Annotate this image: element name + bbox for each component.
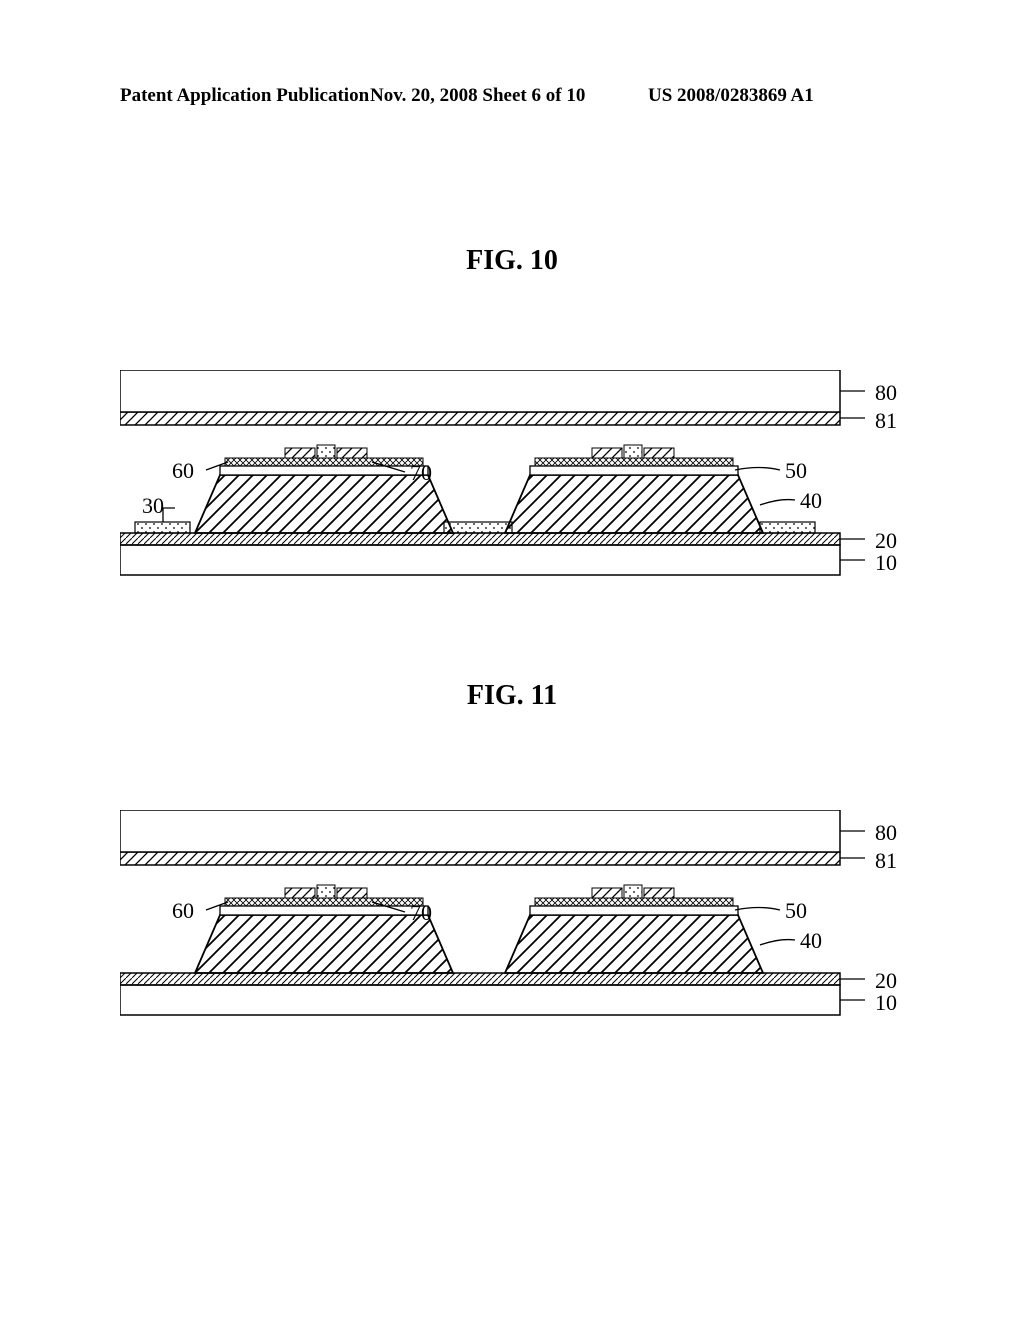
label-10: 10	[875, 550, 897, 576]
figure-11-svg	[120, 810, 910, 1040]
header-right: US 2008/0283869 A1	[648, 85, 814, 107]
label-50-b: 50	[785, 898, 807, 924]
figure-11: 80 81 50 40 20 10 60 70	[120, 810, 910, 1040]
label-10-b: 10	[875, 990, 897, 1016]
label-81-b: 81	[875, 848, 897, 874]
label-81: 81	[875, 408, 897, 434]
label-60-b: 60	[172, 898, 194, 924]
label-40: 40	[800, 488, 822, 514]
label-70: 70	[410, 460, 432, 486]
label-70-b: 70	[410, 900, 432, 926]
label-30: 30	[142, 493, 164, 519]
label-40-b: 40	[800, 928, 822, 954]
label-60: 60	[172, 458, 194, 484]
header-left: Patent Application Publication	[120, 85, 369, 107]
figure-10-svg	[120, 370, 910, 600]
label-50: 50	[785, 458, 807, 484]
label-80: 80	[875, 380, 897, 406]
label-80-b: 80	[875, 820, 897, 846]
figure-10: 80 81 50 40 20 10 60 70 30	[120, 370, 910, 600]
header-center: Nov. 20, 2008 Sheet 6 of 10	[370, 85, 585, 107]
figure-title-11: FIG. 11	[0, 680, 1024, 712]
figure-title-10: FIG. 10	[0, 245, 1024, 277]
